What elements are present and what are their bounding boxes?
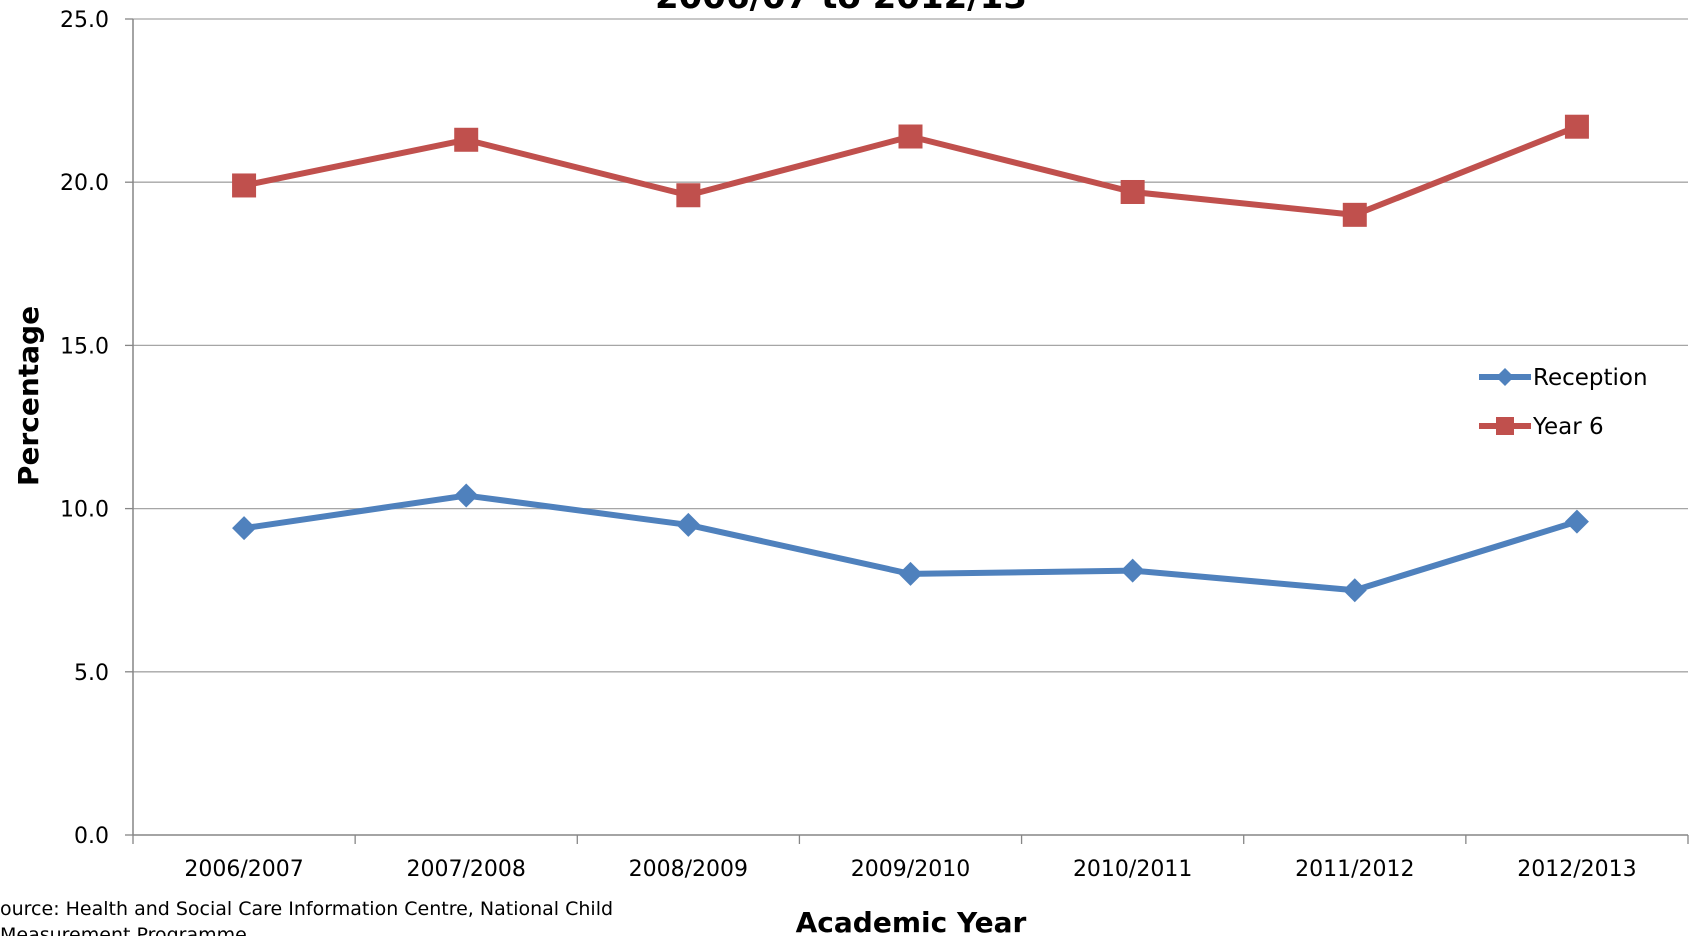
x-tick-label: 2011/2012	[1295, 857, 1414, 882]
year-6-marker	[898, 124, 923, 149]
reception-marker	[898, 561, 923, 586]
y-tick-label: 0.0	[74, 824, 109, 849]
legend-reception-label: Reception	[1533, 365, 1648, 391]
y-tick-label: 5.0	[74, 661, 109, 686]
reception-marker	[454, 483, 479, 508]
reception-marker	[676, 512, 701, 537]
y-axis-title: Percentage	[12, 306, 45, 486]
y-tick-label: 25.0	[60, 8, 109, 33]
x-tick-label: 2006/2007	[184, 857, 303, 882]
chart-title: 2006/07 to 2012/13	[655, 0, 1027, 17]
legend: Reception Year 6	[1479, 365, 1648, 440]
year-6-marker	[1120, 179, 1145, 204]
year-6-marker	[454, 127, 479, 152]
year-6-marker	[1342, 202, 1367, 227]
reception-marker	[1564, 509, 1589, 534]
series-group	[232, 114, 1589, 603]
y-tick-label: 10.0	[60, 498, 109, 523]
year-6-marker	[1564, 114, 1589, 139]
x-tick-label: 2008/2009	[629, 857, 748, 882]
legend-reception-marker	[1496, 368, 1514, 386]
legend-year-6-label: Year 6	[1532, 414, 1604, 440]
x-tick-labels: 2006/2007 2007/2008 2008/2009 2009/2010 2010…	[184, 857, 1636, 882]
year-6-marker	[232, 173, 257, 198]
legend-year-6-marker	[1496, 417, 1514, 435]
y-tick-label: 20.0	[60, 171, 109, 196]
x-tick-label: 2012/2013	[1517, 857, 1636, 882]
x-tick-label: 2007/2008	[407, 857, 526, 882]
y-tick-labels: 0.0 5.0 10.0 15.0 20.0 25.0	[60, 8, 109, 849]
source-note: ource: Health and Social Care Informatio…	[0, 898, 613, 936]
reception-marker	[1342, 578, 1367, 603]
x-tick-label: 2009/2010	[851, 857, 970, 882]
x-tick-label: 2010/2011	[1073, 857, 1192, 882]
y-tick-label: 15.0	[60, 334, 109, 359]
axes	[125, 18, 1689, 844]
year-6-marker	[676, 183, 701, 208]
source-note-line: Measurement Programme	[0, 924, 247, 936]
reception-marker	[1120, 558, 1145, 583]
source-note-line: ource: Health and Social Care Informatio…	[0, 898, 613, 920]
x-axis-title: Academic Year	[796, 906, 1027, 936]
reception-marker	[232, 516, 257, 541]
